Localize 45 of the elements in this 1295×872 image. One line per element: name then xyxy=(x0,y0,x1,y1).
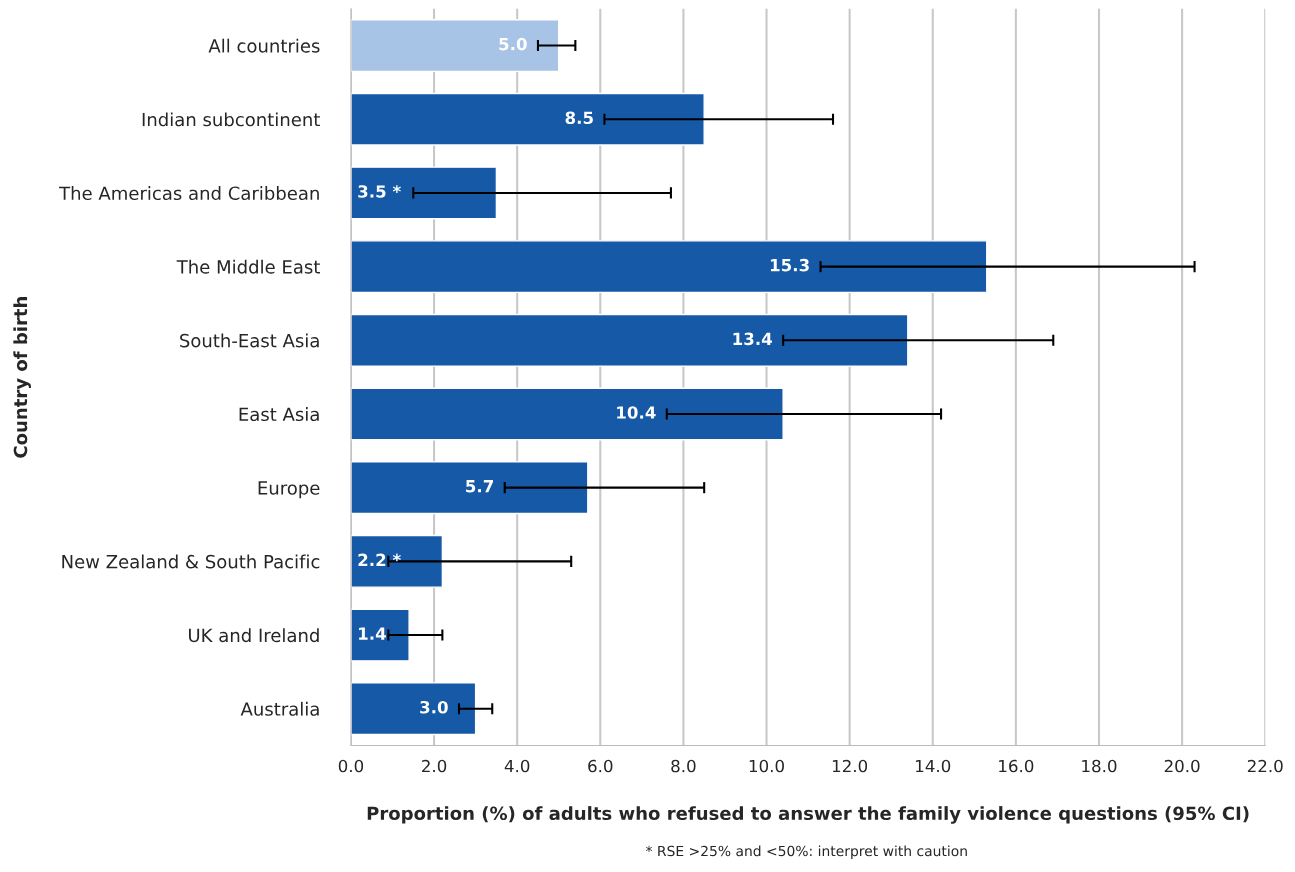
y-tick-label: The Americas and Caribbean xyxy=(59,186,319,201)
bar xyxy=(350,313,909,367)
bar xyxy=(350,166,498,220)
x-tick-label: 8.0 xyxy=(671,759,696,773)
x-axis-title: Proportion (%) of adults who refused to answer the family violence questions (95% CI) xyxy=(367,806,1249,824)
data-label: 5.0 xyxy=(499,37,527,51)
y-tick-label: East Asia xyxy=(239,407,319,422)
data-label: 3.0 xyxy=(420,700,448,714)
x-tick-label: 2.0 xyxy=(422,759,447,773)
bar xyxy=(350,608,410,662)
data-label: 13.4 xyxy=(733,332,772,346)
x-tick-label: 20.0 xyxy=(1164,759,1200,773)
x-tick-label: 16.0 xyxy=(999,759,1034,773)
y-tick-label: New Zealand & South Pacific xyxy=(62,554,320,569)
x-tick-label: 14.0 xyxy=(916,759,951,773)
x-tick-label: 18.0 xyxy=(1082,759,1117,773)
bar xyxy=(350,92,705,146)
x-tick-label: 4.0 xyxy=(504,759,530,773)
x-tick-label: 6.0 xyxy=(588,759,613,773)
x-tick-label: 12.0 xyxy=(832,759,868,773)
data-label: 2.2 * xyxy=(358,553,401,566)
data-label: 15.3 xyxy=(770,258,809,272)
bar xyxy=(350,534,444,588)
x-tick-label: 10.0 xyxy=(749,759,784,773)
bar xyxy=(350,240,988,294)
data-label: 10.4 xyxy=(617,406,656,419)
x-tick-label: 22.0 xyxy=(1247,759,1283,773)
bar xyxy=(350,682,477,736)
data-label: 8.5 xyxy=(565,111,593,125)
data-label: 5.7 xyxy=(466,480,493,493)
x-tick-label: 0.0 xyxy=(338,759,364,773)
data-label: 1.4 xyxy=(359,627,386,640)
bar xyxy=(350,387,784,441)
data-label: 3.5 * xyxy=(358,185,401,198)
text: * RSE >25% and <50%: interpret with caution xyxy=(645,845,967,859)
y-tick-label: The Middle East xyxy=(176,259,320,274)
y-tick-label: Australia xyxy=(240,701,319,716)
y-tick-label: UK and Ireland xyxy=(189,628,319,643)
y-tick-label: Indian subcontinent xyxy=(142,112,320,127)
y-tick-label: South-East Asia xyxy=(180,333,319,348)
y-axis-title: Country of birth xyxy=(13,297,31,458)
bar xyxy=(350,19,560,73)
y-tick-label: All countries xyxy=(208,38,320,53)
y-tick-label: Europe xyxy=(258,481,320,499)
bar xyxy=(350,461,589,515)
